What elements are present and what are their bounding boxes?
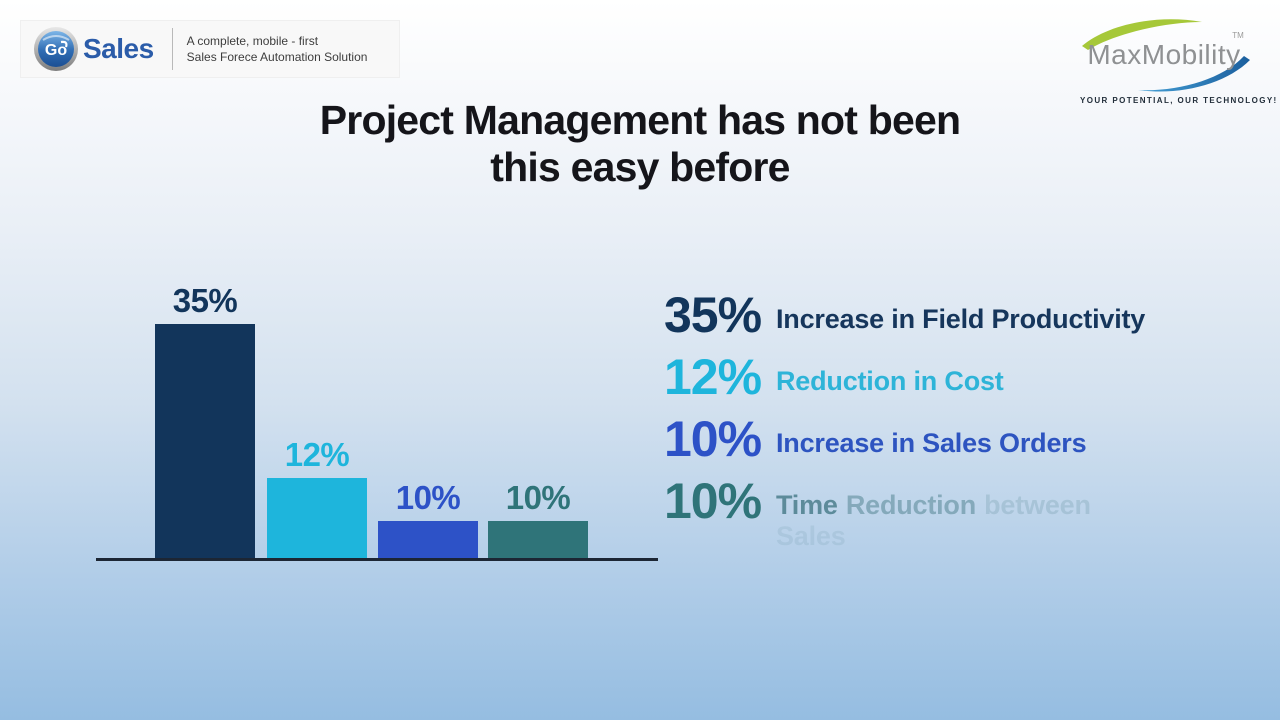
stat-row: 10% Time Reduction between Sales [664, 476, 1224, 552]
stats-list: 35% Increase in Field Productivity 12% Redu… [664, 290, 1224, 564]
stat-row: 35% Increase in Field Productivity [664, 290, 1224, 340]
gosales-tagline: A complete, mobile - first Sales Forece … [187, 33, 368, 65]
maxmobility-tagline: YOUR POTENTIAL, OUR TECHNOLOGY! [1080, 96, 1278, 105]
page-title-line2: this easy before [490, 144, 790, 190]
gosales-brand: Sales [83, 33, 154, 64]
maxmobility-logo-icon: MaxMobility TM [1082, 19, 1250, 92]
bar-value-label: 12% [284, 436, 350, 473]
bar-group: 10% [488, 479, 588, 558]
stat-label: Time Reduction between Sales [776, 490, 1091, 551]
gosales-tagline-line1: A complete, mobile - first [186, 34, 319, 48]
bar-value-label: 10% [505, 479, 571, 516]
page-title: Project Management has not been this eas… [0, 97, 1280, 191]
stat-row: 12% Reduction in Cost [664, 352, 1224, 402]
blue-swoosh-icon [1138, 56, 1250, 92]
stat-value: 12% [664, 349, 762, 405]
svg-text:MaxMobility: MaxMobility [1087, 39, 1240, 70]
stat-value: 10% [664, 411, 762, 467]
chart-axis-line [96, 558, 658, 561]
green-swoosh-icon [1082, 19, 1202, 50]
gosales-badge-icon: Go [34, 27, 78, 71]
bar-group: 10% [378, 479, 478, 558]
svg-text:TM: TM [1232, 31, 1244, 40]
stat-label: Increase in Sales Orders [776, 428, 1087, 458]
page-title-line1: Project Management has not been [319, 97, 961, 143]
bar-chart: 35% 12% 10% 10% [96, 280, 658, 561]
bar-value-label: 35% [172, 282, 238, 319]
bar [155, 324, 255, 558]
bar-group: 12% [267, 436, 367, 558]
gosales-tagline-line2: Sales Forece Automation Solution [186, 50, 368, 64]
stat-label: Increase in Field Productivity [776, 304, 1146, 334]
bar [267, 478, 367, 558]
stat-value: 10% [664, 473, 762, 529]
maxmobility-logo: MaxMobility TM YOUR POTENTIAL, OUR TECHN… [1080, 12, 1278, 105]
stat-value: 35% [664, 287, 762, 343]
bar [378, 521, 478, 558]
svg-text:Go: Go [45, 42, 67, 59]
gosales-logo: Go Sales A complete, mobile - first Sale… [20, 20, 400, 78]
bar-value-label: 10% [395, 479, 461, 516]
gosales-divider [171, 28, 173, 70]
bar [488, 521, 588, 558]
stat-label: Reduction in Cost [776, 366, 1004, 396]
stat-row: 10% Increase in Sales Orders [664, 414, 1224, 464]
bar-group: 35% [155, 282, 255, 558]
